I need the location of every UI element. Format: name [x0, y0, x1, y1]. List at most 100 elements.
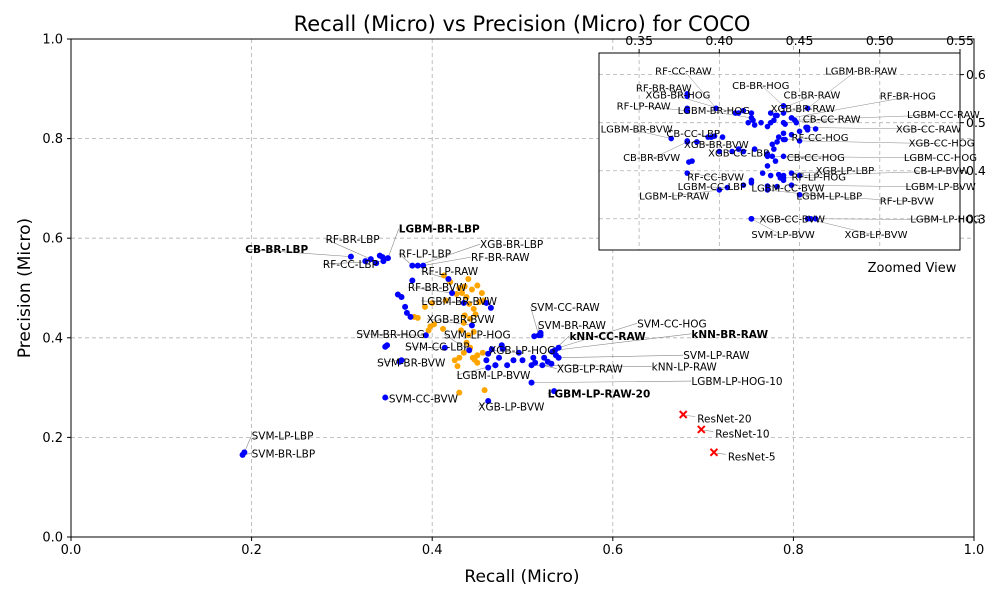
inset-blue-data-point [729, 148, 735, 155]
inset-blue-data-point [748, 110, 755, 116]
inset-x-tick-label: 0.50 [866, 33, 894, 48]
data-point-rf-cc-lbp [380, 258, 387, 265]
inset-data-point-rf-lp-bvw [796, 191, 803, 198]
point-label-rf-lp-raw: RF-LP-RAW [421, 266, 478, 278]
inset-data-point-svm-lp-bvw [748, 215, 755, 222]
resnet-marker-stroke [697, 425, 706, 434]
resnet-label-resnet-5: ResNet-5 [728, 451, 776, 463]
inset-data-point-cb-br-hog [780, 103, 787, 109]
inset-point-label-cb-lp-bvw: CB-LP-BVW [913, 166, 968, 177]
inset-data-point-lgbm-cc-hog [780, 153, 787, 160]
inset-point-label-lgbm-lp-lbp: LGBM-LP-LBP [796, 192, 862, 203]
x-tick-label: 0.8 [783, 543, 804, 558]
data-point-rf-br-bvw [449, 289, 456, 296]
data-point-lgbm-lp-hog-10 [528, 379, 535, 386]
inset-point-label-xgb-lp-lbp: XGB-LP-LBP [816, 166, 875, 177]
inset-data-point-rf-lp-hog [780, 175, 787, 181]
inset-data-point-lgbm-cc-lbp [724, 184, 731, 191]
data-point-xgb-br-lbp [414, 262, 421, 269]
point-label-svm-lp-raw: SVM-LP-RAW [683, 350, 750, 362]
inset-leader-line-xgb-lp-lbp [791, 170, 846, 174]
orange-data-point [460, 349, 467, 356]
inset-leader-lines [630, 71, 944, 236]
inset-data-point-lgbm-lp-hog [812, 215, 819, 222]
inset-point-label-lgbm-br-hog: LGBM-BR-HOG [678, 106, 750, 117]
inset-data-point-xgb-lp-bvw [804, 215, 811, 222]
data-point-svm-cc-lbp [441, 344, 448, 351]
inset-data-point-xgb-cc-hog [796, 138, 803, 144]
point-label-knn-cc-raw: kNN-CC-RAW [569, 331, 646, 343]
inset-point-label-lgbm-lp-hog: LGBM-LP-HOG [910, 215, 981, 226]
orange-data-point [468, 286, 475, 293]
main-leader-lines [242, 228, 726, 456]
point-label-rf-br-raw: RF-BR-RAW [471, 252, 530, 264]
data-point-knn-lp-raw [528, 362, 535, 369]
leader-line-lgbm-br-bvw [421, 300, 464, 304]
inset-blue-data-point [769, 141, 776, 148]
inset-blue-data-point [716, 148, 723, 155]
main-point-labels: LGBM-BR-LBP CB-BR-LBP RF-BR-LBP RF-CC-LBP RF… [245, 224, 782, 464]
orange-data-point [481, 387, 488, 394]
inset-data-point-lgbm-lp-bvw [788, 182, 795, 188]
inset-blue-data-point [769, 153, 776, 160]
inset-x-tick-label: 0.55 [946, 33, 974, 48]
leader-line-svm-lp-lbp [244, 435, 252, 453]
inset-point-label-lgbm-lp-bvw: LGBM-LP-BVW [905, 182, 975, 193]
point-label-lgbm-br-bvw: LGBM-BR-BVW [421, 296, 497, 308]
y-tick-label: 0.4 [42, 331, 63, 346]
orange-data-point [479, 349, 486, 356]
y-axis-label: Precision (Micro) [15, 218, 35, 358]
leader-line-knn-br-raw [554, 333, 692, 351]
orange-data-point [476, 298, 483, 305]
inset-point-label-rf-lp-raw: RF-LP-RAW [617, 102, 671, 113]
blue-data-point [541, 354, 548, 361]
orange-data-point [431, 321, 438, 328]
inset-blue-data-point [751, 122, 758, 128]
inset-blue-data-point [694, 139, 700, 145]
inset-data-point-cb-lp-bvw [796, 172, 803, 179]
point-label-svm-lp-hog: SVM-LP-HOG [444, 329, 511, 341]
data-point-xgb-lp-raw [539, 362, 546, 369]
orange-data-point [474, 359, 481, 366]
inset-point-label-rf-br-raw: RF-BR-RAW [636, 83, 692, 94]
inset-data-points [668, 91, 819, 222]
inset-leader-line-rf-cc-bvw [687, 172, 718, 178]
data-point-xgb-br-bvw [468, 322, 475, 329]
inset-point-label-lgbm-cc-raw: LGBM-CC-RAW [907, 110, 980, 121]
inset-data-point-cb-cc-hog [764, 153, 771, 160]
leader-line-rf-br-lbp [325, 238, 371, 260]
inset-leader-line-cb-br-hog [761, 85, 784, 107]
main-data-points [239, 252, 719, 458]
x-axis-label: Recall (Micro) [464, 567, 579, 587]
inset-data-point-xgb-br-raw [772, 112, 779, 119]
point-label-rf-br-bvw: RF-BR-BVW [408, 282, 467, 294]
inset-blue-data-point [740, 107, 747, 114]
leader-line-svm-cc-lbp [405, 346, 445, 349]
orange-data-point [425, 327, 432, 334]
inset-point-label-xgb-br-bvw: XGB-BR-BVW [684, 140, 749, 151]
orange-data-point [461, 283, 468, 290]
blue-data-point [487, 304, 494, 311]
inset-blue-data-point [767, 172, 774, 179]
x-tick-label: 0.6 [602, 543, 623, 558]
inset-data-point-lgbm-lp-raw [716, 187, 723, 193]
orange-data-point [454, 363, 461, 370]
blue-data-point [362, 258, 369, 265]
resnet-marker-stroke [679, 410, 688, 419]
x-tick-label: 0.2 [241, 543, 262, 558]
y-tick-label: 0.8 [42, 132, 63, 147]
inset-leader-line-rf-br-hog [791, 96, 910, 119]
inset-point-label-cb-br-bvw: CB-BR-BVW [623, 153, 680, 164]
inset-point-labels: RF-CC-RAW LGBM-BR-RAWCB-BR-HOGRF-BR-RAWXG… [601, 67, 981, 241]
inset-point-label-lgbm-lp-raw: LGBM-LP-RAW [639, 192, 709, 203]
inset-data-point-rf-cc-bvw [684, 170, 691, 176]
inset-point-label-cb-cc-raw: CB-CC-RAW [803, 115, 861, 126]
orange-data-point [470, 328, 477, 335]
point-label-xgb-lp-raw: XGB-LP-RAW [557, 364, 624, 376]
leader-line-svm-br-hog [356, 333, 426, 336]
orange-data-point [465, 332, 472, 339]
chart-title: Recall (Micro) vs Precision (Micro) for … [294, 12, 751, 36]
leader-line-rf-br-bvw [407, 286, 453, 294]
point-label-svm-br-bvw: SVM-BR-BVW [377, 358, 446, 370]
point-label-rf-cc-lbp: RF-CC-LBP [323, 259, 378, 271]
